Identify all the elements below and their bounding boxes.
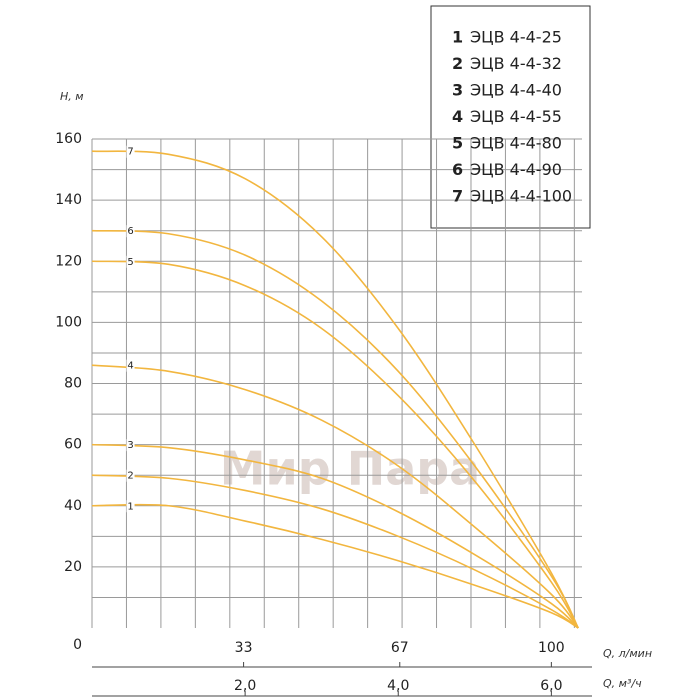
curve xyxy=(91,443,579,629)
curve-tag-bg xyxy=(126,225,135,238)
curve-tag-bg xyxy=(126,439,135,452)
x-tick-label: 6,0 xyxy=(540,678,562,694)
y-tick-label: 0 xyxy=(73,637,82,653)
x2-tick-label: 100 xyxy=(538,640,565,656)
legend-number: 3 xyxy=(452,81,463,100)
legend-number: 4 xyxy=(452,107,463,126)
curve xyxy=(91,364,579,629)
curve-tag-bg xyxy=(126,500,135,513)
y-tick-label: 60 xyxy=(64,437,82,453)
y-tick-label: 100 xyxy=(55,314,82,330)
x2-axis-label: Q, л/мин xyxy=(603,647,652,660)
x2-tick-label: 33 xyxy=(235,640,253,656)
legend-box xyxy=(430,5,591,229)
curve-tag: 7 xyxy=(127,147,133,158)
legend-label: ЭЦВ 4-4-25 xyxy=(470,28,562,47)
curve-tag: 1 xyxy=(127,501,133,512)
curve-tag: 6 xyxy=(127,226,133,237)
x2-tick-label: 67 xyxy=(391,640,409,656)
legend-number: 2 xyxy=(452,54,463,73)
legend-label: ЭЦВ 4-4-100 xyxy=(470,187,572,206)
y-tick-label: 140 xyxy=(55,192,82,208)
y-tick-label: 120 xyxy=(55,253,82,269)
legend-number: 1 xyxy=(452,28,463,47)
legend-label: ЭЦВ 4-4-90 xyxy=(470,160,562,179)
curve-tag: 4 xyxy=(127,361,133,372)
curve-tag-bg xyxy=(126,145,135,158)
curve xyxy=(91,150,579,629)
legend-number: 7 xyxy=(452,187,463,206)
watermark: Мир Пара xyxy=(220,442,480,496)
x-tick-label: 4,0 xyxy=(387,678,409,694)
legend-label: ЭЦВ 4-4-80 xyxy=(470,134,562,153)
grid xyxy=(91,138,582,628)
legend-number: 6 xyxy=(452,160,463,179)
curve-tag: 3 xyxy=(127,440,133,451)
curve xyxy=(91,229,579,629)
curve-tag-bg xyxy=(126,469,135,482)
curve xyxy=(91,474,579,629)
legend-label: ЭЦВ 4-4-32 xyxy=(470,54,562,73)
x-axis-label: Q, м³/ч xyxy=(603,677,642,690)
legend-label: ЭЦВ 4-4-40 xyxy=(470,81,562,100)
legend-label: ЭЦВ 4-4-55 xyxy=(470,107,562,126)
y-tick-label: 80 xyxy=(64,376,82,392)
curve-tag: 2 xyxy=(127,471,133,482)
curve-tag: 5 xyxy=(127,257,133,268)
y-tick-label: 40 xyxy=(64,498,82,514)
legend-number: 5 xyxy=(452,134,463,153)
curve xyxy=(91,260,579,629)
curve-tag-bg xyxy=(126,359,135,372)
x-tick-label: 2,0 xyxy=(234,678,256,694)
y-tick-label: 20 xyxy=(64,559,82,575)
curve-tag-bg xyxy=(126,255,135,268)
y-axis-label: H, м xyxy=(60,90,84,103)
curve xyxy=(91,503,579,629)
y-tick-label: 160 xyxy=(55,131,82,147)
